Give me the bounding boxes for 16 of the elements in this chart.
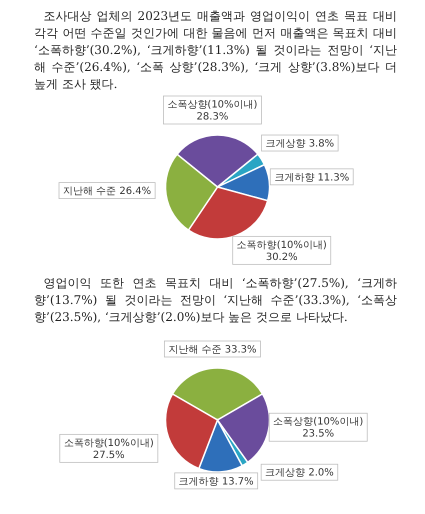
slice-label: 크게하향 13.7% bbox=[178, 476, 254, 488]
data-label: 28.3% bbox=[196, 112, 228, 122]
slice-label: 소폭상향(10%이내) bbox=[167, 100, 258, 110]
slice-label: 크게상향 3.8% bbox=[266, 138, 334, 150]
slice-label: 소폭하향(10%이내) bbox=[64, 438, 154, 449]
slice-label: 소폭상향(10%이내) bbox=[273, 416, 364, 428]
slice-label: 크게하향 11.3% bbox=[274, 172, 350, 184]
data-label: 27.5% bbox=[92, 450, 125, 461]
slice-label: 크게상향 2.0% bbox=[265, 468, 334, 479]
text: 조사대상 업체의 2023년도 매출액과 영업이익이 연초 목표 대비 각각 어떤 수준일 것인가에 대한 물음에 먼저 매출액은 목표치 대비 ‘소폭하향’(30.2%), ‘크게하향’(11.3%) 될 것이라는 전망이 ‘지난해 수준’(26.4%), ‘소폭 상향’(28.3%), ‘크게 상향’(3.8%)보다 더 높게 조사 됐다. bbox=[33, 8, 398, 93]
slice-label: 지난해 수준 33.3% bbox=[168, 344, 256, 356]
data-label: 23.5% bbox=[302, 428, 334, 440]
data-label: 30.2% bbox=[266, 252, 298, 263]
text: 영업이익 또한 연초 목표치 대비 ‘소폭하향’(27.5%), ‘크게하향’(13.7%) 될 것이라는 전망이 ‘지난해 수준’(33.3%), ‘소폭상향’(23.5%), ‘크게상향’(2.0%)보다 높은 것으로 나타났다. bbox=[33, 275, 398, 326]
slice-label: 소폭하향(10%이내) bbox=[236, 240, 327, 251]
slice-label: 지난해 수준 26.4% bbox=[63, 186, 152, 198]
